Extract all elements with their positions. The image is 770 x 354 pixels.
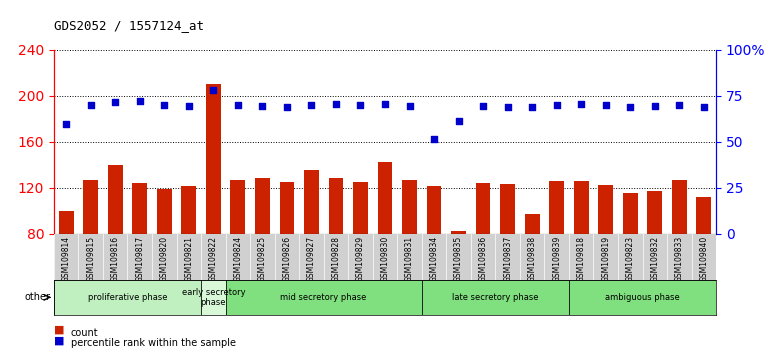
Point (501, 104, 514, 110)
Point (158, 102, 170, 108)
Point (428, 136, 440, 142)
Text: GSM109839: GSM109839 (552, 236, 561, 282)
Text: GSM109838: GSM109838 (527, 236, 537, 282)
Bar (476, 183, 490, 234)
Text: GSM109836: GSM109836 (479, 236, 487, 282)
Bar (549, 181, 564, 234)
Text: GSM109837: GSM109837 (503, 236, 512, 282)
Text: GSM109827: GSM109827 (307, 236, 316, 282)
Text: GSM109823: GSM109823 (626, 236, 634, 282)
Point (85, 102, 97, 108)
Text: GSM109822: GSM109822 (209, 236, 218, 282)
Text: GSM109830: GSM109830 (380, 236, 390, 282)
Text: GSM109818: GSM109818 (577, 236, 586, 282)
Point (551, 102, 563, 108)
Bar (598, 185, 613, 234)
Text: GSM109814: GSM109814 (62, 236, 71, 282)
Point (624, 104, 637, 110)
Bar (329, 178, 343, 234)
Bar (108, 165, 122, 234)
Point (182, 103, 195, 109)
Text: GSM109824: GSM109824 (233, 236, 243, 282)
Bar (353, 182, 368, 234)
Bar (201, 280, 226, 315)
Point (60, 121, 72, 127)
Text: GSM109816: GSM109816 (111, 236, 119, 282)
Bar (83, 179, 98, 234)
Bar (427, 187, 441, 234)
Text: count: count (71, 328, 99, 338)
Bar (182, 187, 196, 234)
Point (526, 104, 538, 110)
Bar (230, 179, 245, 234)
Point (379, 101, 391, 107)
Text: mid secretory phase: mid secretory phase (280, 293, 367, 302)
Point (207, 87, 219, 93)
Point (673, 102, 685, 108)
Bar (672, 179, 687, 234)
Point (453, 118, 465, 124)
Bar (648, 191, 662, 234)
Text: GSM109815: GSM109815 (86, 236, 95, 282)
Text: other: other (24, 292, 50, 302)
Text: ambiguous phase: ambiguous phase (605, 293, 680, 302)
Text: ■: ■ (54, 335, 65, 346)
Text: percentile rank within the sample: percentile rank within the sample (71, 338, 236, 348)
Bar (525, 214, 540, 234)
Text: GSM109832: GSM109832 (651, 236, 659, 282)
Point (330, 101, 342, 107)
Bar (422, 280, 569, 315)
Point (403, 103, 416, 109)
Text: GSM109834: GSM109834 (430, 236, 439, 282)
Text: proliferative phase: proliferative phase (88, 293, 167, 302)
Bar (157, 189, 172, 234)
Point (698, 104, 710, 110)
Text: GDS2052 / 1557124_at: GDS2052 / 1557124_at (54, 19, 204, 32)
Point (477, 103, 489, 109)
Bar (59, 211, 73, 234)
Bar (574, 181, 588, 234)
Bar (697, 197, 711, 234)
Point (305, 102, 317, 108)
Bar (226, 280, 422, 315)
Bar (623, 193, 638, 234)
Text: GSM109820: GSM109820 (159, 236, 169, 282)
Point (281, 104, 293, 110)
Text: GSM109840: GSM109840 (699, 236, 708, 282)
Text: GSM109819: GSM109819 (601, 236, 611, 282)
Text: GSM109831: GSM109831 (405, 236, 414, 282)
Bar (255, 178, 270, 234)
Text: early secretory
phase: early secretory phase (182, 288, 245, 307)
Bar (304, 170, 319, 234)
Text: GSM109835: GSM109835 (454, 236, 463, 282)
Point (575, 101, 588, 107)
Text: GSM109828: GSM109828 (331, 236, 340, 282)
Bar (500, 184, 515, 234)
Bar (569, 280, 716, 315)
Point (600, 102, 612, 108)
Text: late secretory phase: late secretory phase (452, 293, 539, 302)
Text: GSM109817: GSM109817 (136, 236, 144, 282)
Bar (402, 179, 417, 234)
Bar (451, 232, 466, 234)
Text: GSM109821: GSM109821 (184, 236, 193, 282)
Point (354, 102, 367, 108)
Bar (206, 84, 221, 234)
Point (109, 99, 122, 105)
Text: GSM109833: GSM109833 (675, 236, 684, 282)
Text: GSM109826: GSM109826 (283, 236, 291, 282)
Bar (132, 183, 147, 234)
Bar (280, 182, 294, 234)
Text: GSM109825: GSM109825 (258, 236, 267, 282)
Point (232, 102, 244, 108)
Bar (377, 162, 393, 234)
Bar (54, 280, 201, 315)
Text: ■: ■ (54, 325, 65, 335)
Point (648, 103, 661, 109)
Point (133, 98, 146, 104)
Text: GSM109829: GSM109829 (356, 236, 365, 282)
Point (256, 103, 269, 109)
